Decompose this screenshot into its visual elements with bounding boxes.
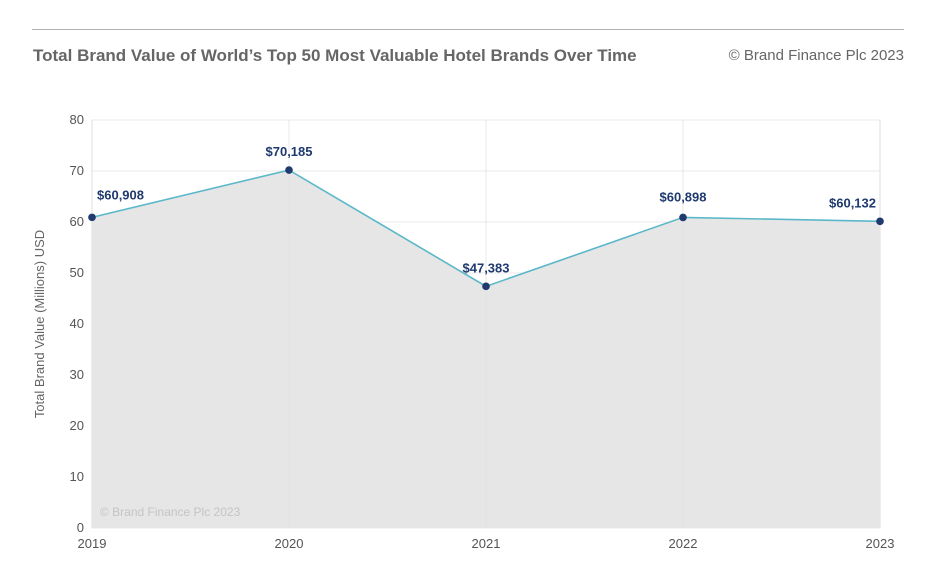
vertical-grid-lines — [288, 120, 684, 528]
data-point — [88, 213, 96, 222]
copyright-text: © Brand Finance Plc 2023 — [728, 47, 904, 64]
data-label: $60,908 — [97, 187, 144, 202]
y-tick-label: 80 — [70, 112, 84, 127]
top-divider — [32, 29, 904, 30]
chart-title: Total Brand Value of World’s Top 50 Most… — [33, 46, 637, 65]
y-tick-label: 20 — [70, 418, 84, 433]
data-label: $60,898 — [660, 189, 707, 204]
data-label: $47,383 — [463, 260, 510, 275]
data-points — [88, 166, 884, 291]
y-tick-label: 10 — [70, 469, 84, 484]
x-axis-ticks: 2019 2020 2021 2022 2023 — [78, 536, 895, 551]
y-tick-label: 40 — [70, 316, 84, 331]
x-tick-label: 2020 — [275, 536, 304, 551]
x-tick-label: 2022 — [669, 536, 698, 551]
chart-watermark: © Brand Finance Plc 2023 — [100, 505, 241, 519]
y-tick-label: 60 — [70, 214, 84, 229]
data-point — [679, 213, 687, 222]
data-point — [285, 166, 293, 174]
y-tick-label: 50 — [70, 265, 84, 280]
data-label: $70,185 — [266, 144, 313, 159]
y-tick-label: 30 — [70, 367, 84, 382]
y-axis-ticks: 0 10 20 30 40 50 60 70 80 — [70, 112, 84, 535]
data-label: $60,132 — [829, 195, 876, 210]
y-tick-label: 70 — [70, 163, 84, 178]
x-tick-label: 2023 — [866, 536, 895, 551]
y-axis-label: Total Brand Value (Millions) USD — [32, 230, 47, 418]
y-tick-label: 0 — [77, 520, 84, 535]
data-point — [482, 282, 490, 291]
data-point — [876, 217, 884, 226]
x-tick-label: 2021 — [472, 536, 501, 551]
x-tick-label: 2019 — [78, 536, 107, 551]
data-labels: $60,908 $70,185 $47,383 $60,898 $60,132 — [97, 144, 876, 275]
